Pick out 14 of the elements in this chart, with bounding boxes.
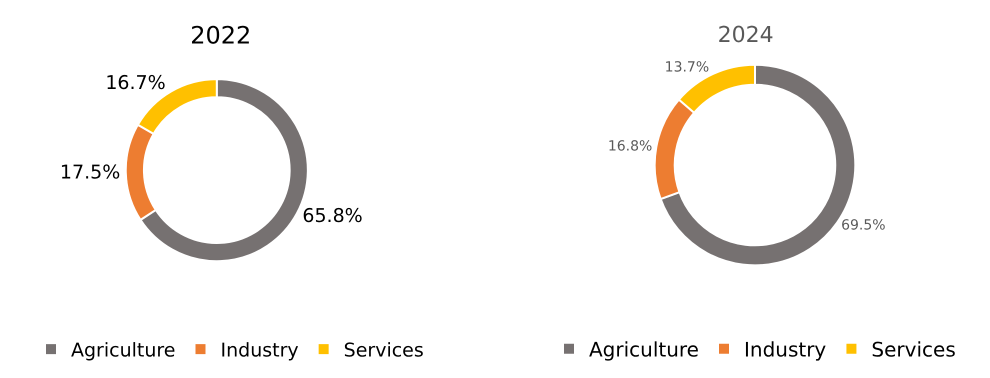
legend-label: Agriculture	[589, 338, 699, 362]
data-label: 13.7%	[664, 59, 710, 76]
legend-label: Industry	[220, 340, 299, 362]
data-label: 16.7%	[105, 72, 166, 94]
legend-label: Industry	[744, 338, 826, 362]
legend-label: Services	[871, 338, 956, 362]
data-label: 17.5%	[60, 162, 120, 184]
legend-label: Agriculture	[71, 340, 176, 362]
chart-title: 2022	[190, 21, 252, 50]
data-label: 69.5%	[841, 217, 886, 234]
data-label: 65.8%	[302, 205, 363, 227]
chart-title: 2024	[718, 22, 774, 48]
legend-label: Services	[344, 340, 424, 362]
data-label: 16.8%	[608, 138, 652, 155]
